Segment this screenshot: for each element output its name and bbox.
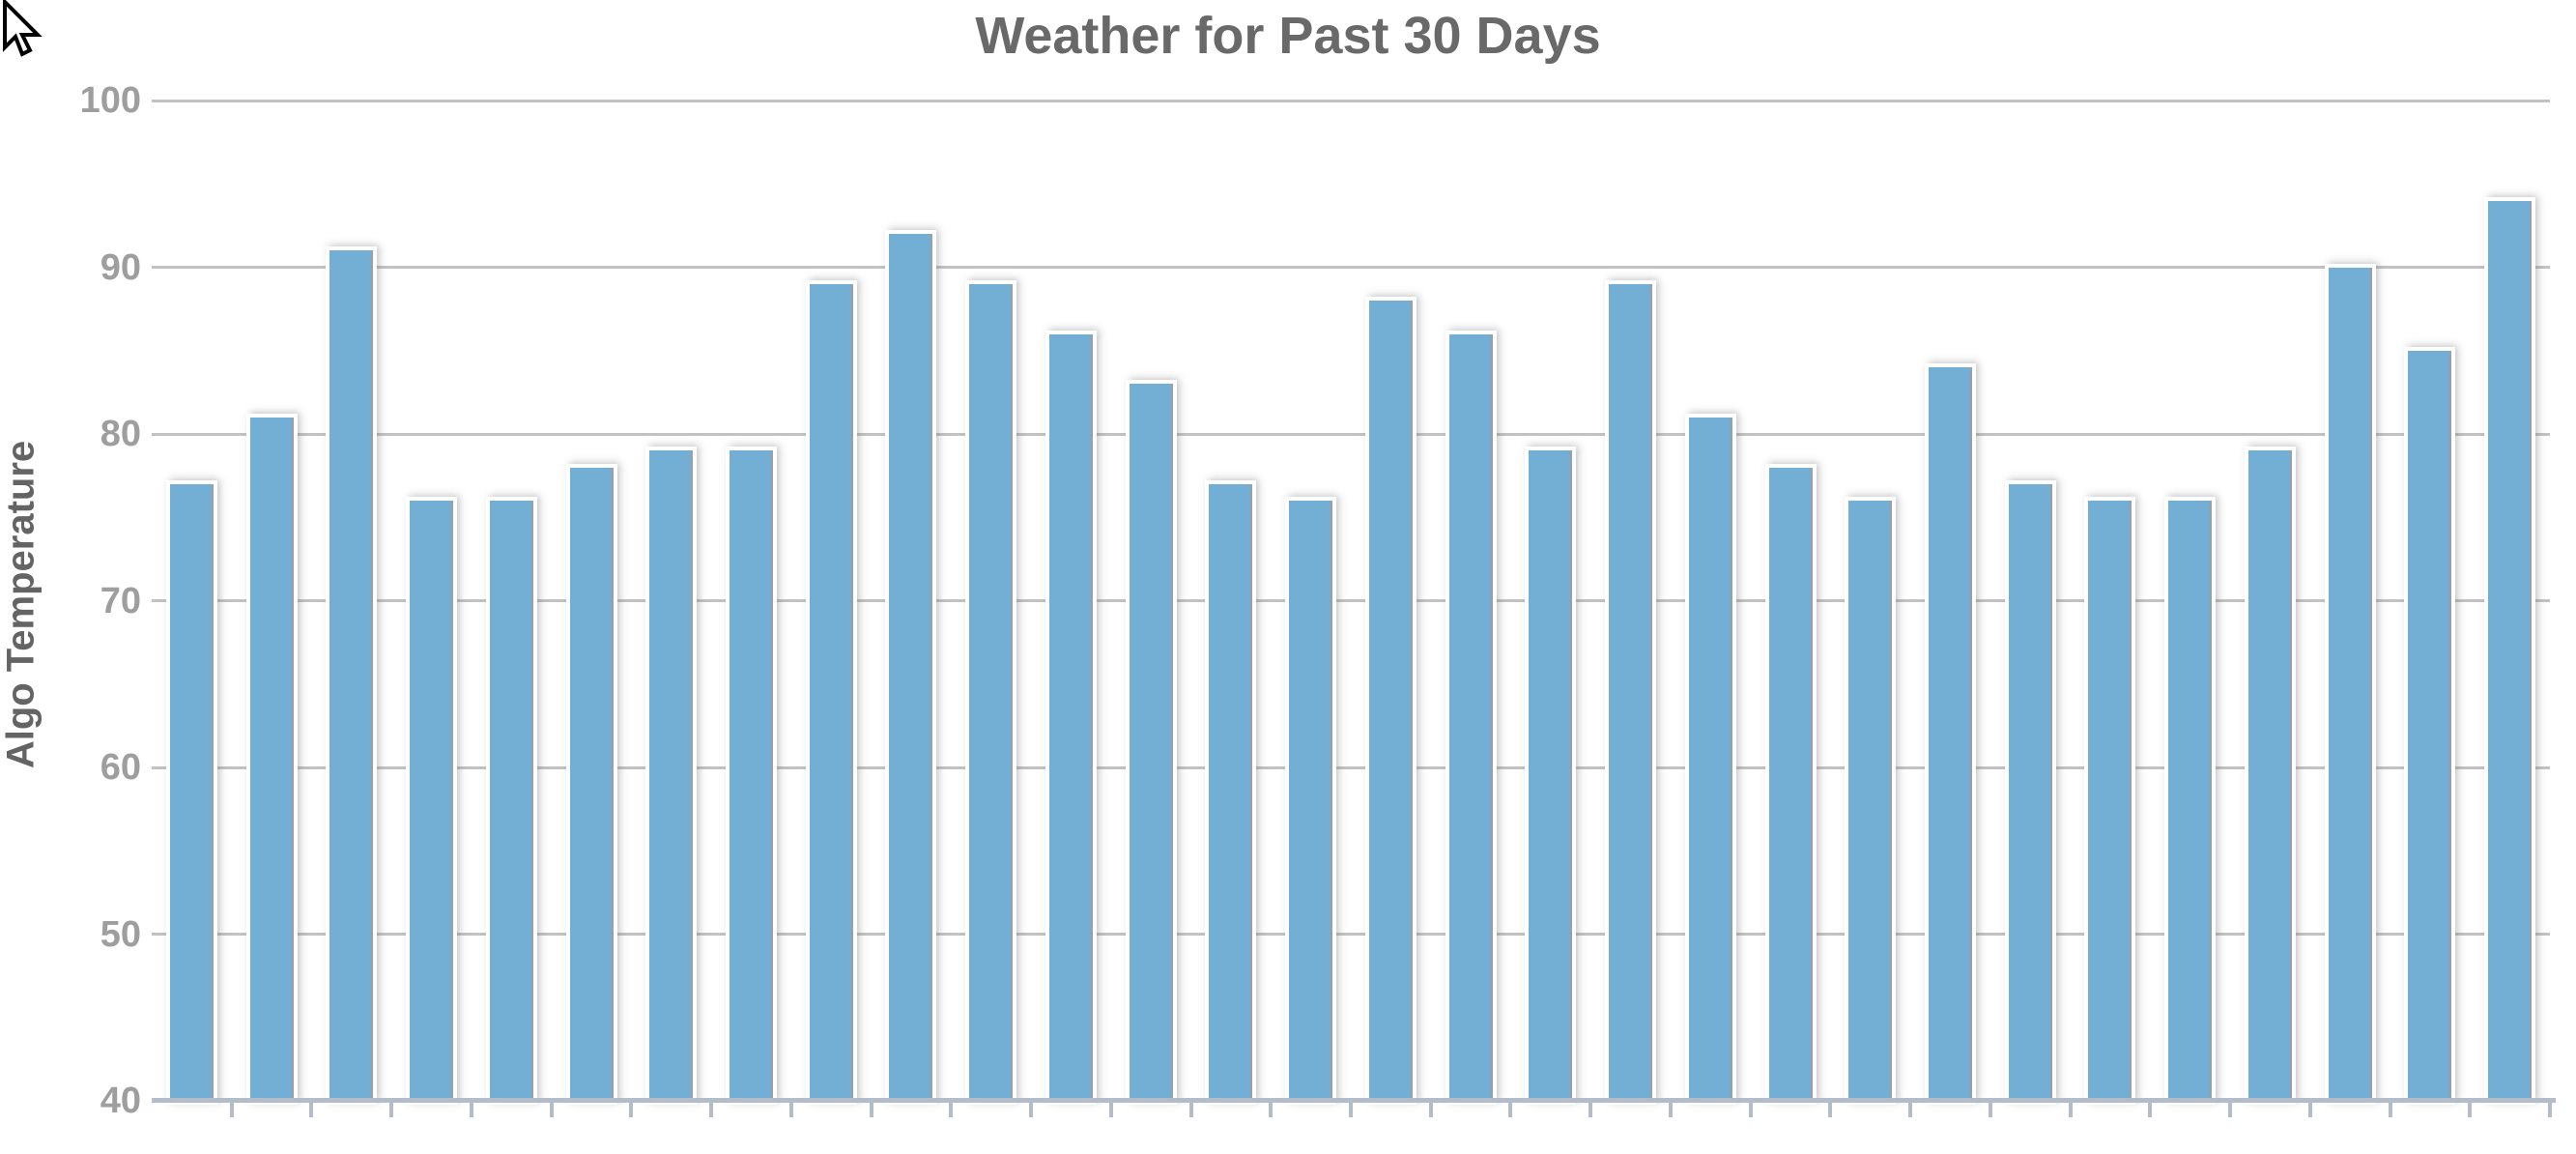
x-axis-line — [152, 1098, 2556, 1103]
bar-day-12[interactable] — [1048, 333, 1093, 1101]
bar-day-7[interactable] — [649, 450, 694, 1101]
bar-day-1[interactable] — [169, 483, 214, 1101]
x-axis-tick — [2307, 1103, 2312, 1117]
bar-day-16[interactable] — [1368, 301, 1413, 1101]
x-axis-tick — [1188, 1103, 1193, 1117]
bar-day-28[interactable] — [2328, 267, 2372, 1101]
bar-day-24[interactable] — [2008, 483, 2052, 1101]
bar-day-4[interactable] — [410, 501, 454, 1101]
x-axis-tick — [1508, 1103, 1513, 1117]
x-axis-tick — [1828, 1103, 1833, 1117]
gridline-70 — [152, 599, 2550, 602]
gridline-50 — [152, 933, 2550, 936]
x-axis-tick — [2468, 1103, 2473, 1117]
bar-day-26[interactable] — [2168, 501, 2213, 1101]
x-axis-tick — [309, 1103, 314, 1117]
bar-day-14[interactable] — [1209, 483, 1253, 1101]
x-axis-tick — [549, 1103, 554, 1117]
bar-day-17[interactable] — [1448, 333, 1493, 1101]
bar-day-29[interactable] — [2408, 350, 2452, 1101]
y-tick-label-100: 100 — [79, 80, 141, 121]
x-axis-tick — [2228, 1103, 2233, 1117]
bar-day-27[interactable] — [2247, 450, 2292, 1101]
bar-day-19[interactable] — [1609, 283, 1653, 1101]
bar-day-5[interactable] — [489, 501, 533, 1101]
bar-day-23[interactable] — [1929, 367, 1972, 1101]
x-axis-tick — [1108, 1103, 1113, 1117]
y-tick-label-90: 90 — [100, 246, 141, 288]
x-axis-tick — [788, 1103, 793, 1117]
x-axis-tick — [1428, 1103, 1433, 1117]
x-axis-tick — [869, 1103, 873, 1117]
bar-day-18[interactable] — [1529, 450, 1573, 1101]
x-axis-tick — [2388, 1103, 2392, 1117]
x-axis-tick — [629, 1103, 634, 1117]
y-tick-label-50: 50 — [100, 913, 141, 955]
bar-day-9[interactable] — [809, 283, 853, 1101]
gridline-60 — [152, 765, 2550, 769]
x-axis-tick — [1269, 1103, 1274, 1117]
bar-day-10[interactable] — [889, 234, 933, 1101]
gridline-100 — [152, 99, 2550, 102]
bar-day-3[interactable] — [329, 250, 374, 1101]
bar-day-6[interactable] — [569, 467, 614, 1101]
y-tick-label-70: 70 — [100, 580, 141, 621]
gridline-80 — [152, 432, 2550, 436]
x-axis-tick — [2548, 1103, 2552, 1117]
x-axis-tick — [2068, 1103, 2073, 1117]
bar-day-21[interactable] — [1768, 467, 1813, 1101]
x-axis-tick — [1908, 1103, 1913, 1117]
x-axis-tick — [1029, 1103, 1034, 1117]
bar-day-11[interactable] — [969, 283, 1014, 1101]
bar-day-30[interactable] — [2488, 200, 2533, 1101]
bar-day-20[interactable] — [1688, 417, 1732, 1101]
x-axis-tick — [469, 1103, 473, 1117]
bar-day-15[interactable] — [1289, 501, 1333, 1101]
y-tick-label-80: 80 — [100, 414, 141, 454]
x-axis-tick — [229, 1103, 234, 1117]
y-tick-label-60: 60 — [100, 747, 141, 788]
chart-title: Weather for Past 30 Days — [975, 7, 1601, 65]
bar-day-13[interactable] — [1129, 384, 1173, 1101]
x-axis-tick — [1668, 1103, 1673, 1117]
x-axis-tick — [1589, 1103, 1593, 1117]
x-axis-tick — [1349, 1103, 1353, 1117]
bar-day-8[interactable] — [730, 450, 773, 1101]
y-tick-label-40: 40 — [100, 1081, 141, 1121]
bar-day-22[interactable] — [1848, 501, 1893, 1101]
x-axis-tick — [949, 1103, 954, 1117]
bar-day-25[interactable] — [2088, 501, 2132, 1101]
x-axis-tick — [1748, 1103, 1753, 1117]
x-axis-tick — [709, 1103, 714, 1117]
mouse-cursor — [3, 0, 43, 57]
x-axis-tick — [389, 1103, 394, 1117]
bar-day-2[interactable] — [249, 417, 294, 1101]
gridline-90 — [152, 266, 2550, 269]
x-axis-tick — [2148, 1103, 2153, 1117]
x-axis-tick — [1988, 1103, 1992, 1117]
